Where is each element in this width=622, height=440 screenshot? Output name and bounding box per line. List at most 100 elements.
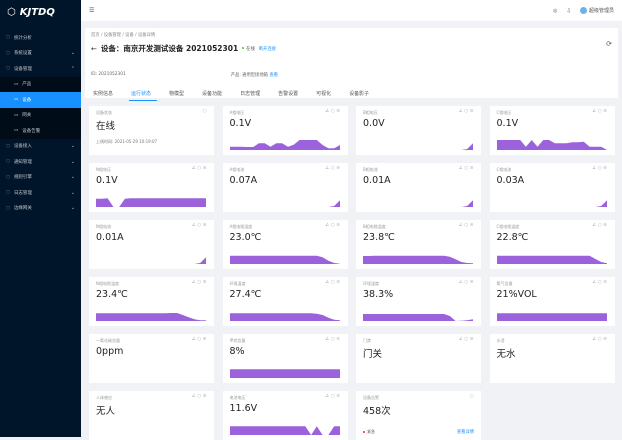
edit-icon[interactable]: ∠ [458,337,465,342]
list-icon[interactable]: ≡ [469,166,475,171]
user-menu[interactable]: 超级管理员 [579,7,614,14]
sidebar-subitem[interactable]: ▭ 网关 [14,112,32,119]
list-icon[interactable]: ≡ [202,280,208,285]
help-icon[interactable]: ◎ [553,7,558,14]
menu-fold-icon[interactable]: ☰ [89,7,95,14]
tab[interactable]: 告警设置 [278,91,299,97]
edit-icon[interactable]: ∠ [325,223,331,228]
chevron-icon: ⌄ [70,50,75,57]
tab[interactable]: 日志管理 [240,91,261,97]
list-icon[interactable]: ≡ [202,394,208,399]
sidebar-item[interactable]: ◌ 设备管理 ⌃ [6,65,75,72]
refresh-icon[interactable]: ○ [197,394,203,399]
breadcrumb-item[interactable]: 设备 [125,33,134,38]
list-icon[interactable]: ≡ [469,223,475,228]
list-icon[interactable]: ≡ [469,337,475,342]
list-icon[interactable]: ≡ [202,223,208,228]
edit-icon[interactable]: ∠ [458,223,465,228]
refresh-icon[interactable]: ○ [464,337,470,342]
refresh-icon[interactable]: ○ [330,394,337,399]
view-product-link[interactable]: 查看 [269,73,278,78]
bell-icon[interactable]: ♫ [566,7,571,14]
refresh-icon[interactable]: ○ [597,337,604,342]
list-icon[interactable]: ≡ [336,223,342,228]
edit-icon[interactable]: ∠ [458,109,465,114]
list-icon[interactable]: ≡ [336,166,342,171]
refresh-icon[interactable]: ○ [464,223,470,228]
list-icon[interactable]: ≡ [336,280,342,285]
list-icon[interactable]: ≡ [469,109,475,114]
edit-icon[interactable]: ∠ [592,166,598,171]
sidebar-subitem[interactable]: ▭ 产品 [14,81,32,88]
sidebar-item[interactable]: ◌ 通知管理 ⌄ [6,158,75,165]
sidebar-item[interactable]: ◌ 设备接入 ⌄ [6,143,75,150]
refresh-icon[interactable]: ○ [464,109,470,114]
bell-icon: ▭ [14,128,19,134]
refresh-icon[interactable]: ○ [464,280,470,285]
list-icon[interactable]: ≡ [603,166,609,171]
refresh-icon[interactable]: ○ [597,223,604,228]
edit-icon[interactable]: ∠ [191,166,198,171]
sidebar-item[interactable]: ◌ 规则引擎 ⌄ [6,174,75,181]
list-icon[interactable]: ≡ [603,223,609,228]
disconnect-link[interactable]: 断开连接 [258,46,276,52]
edit-icon[interactable]: ∠ [325,109,331,114]
tab[interactable]: 设备影子 [349,91,370,97]
list-icon[interactable]: ≡ [603,109,609,114]
tab[interactable]: 设备功能 [202,91,223,97]
list-icon[interactable]: ≡ [336,394,342,399]
list-icon[interactable]: ≡ [603,280,609,285]
sidebar-item[interactable]: ◌ 统计分析 [6,35,32,41]
list-icon[interactable]: ≡ [336,337,342,342]
edit-icon[interactable]: ∠ [325,394,331,399]
refresh-icon[interactable]: ○ [202,109,208,114]
edit-icon[interactable]: ∠ [592,109,598,114]
view-details-link[interactable]: 查看详情 [456,430,474,435]
tab[interactable]: 实例信息 [93,91,114,97]
edit-icon[interactable]: ∠ [458,280,465,285]
edit-icon[interactable]: ∠ [592,280,598,285]
edit-icon[interactable]: ∠ [191,280,198,285]
edit-icon[interactable]: ∠ [458,166,465,171]
refresh-icon[interactable]: ○ [197,280,203,285]
edit-icon[interactable]: ∠ [592,223,598,228]
refresh-icon[interactable]: ⟳ [606,40,612,48]
edit-icon[interactable]: ∠ [325,280,331,285]
refresh-icon[interactable]: ○ [597,109,604,114]
sidebar-item[interactable]: ◌ 系统设置 ⌄ [6,50,75,57]
sidebar-item[interactable]: ◌ 日志管理 ⌄ [6,189,75,196]
edit-icon[interactable]: ∠ [191,337,198,342]
breadcrumb-item[interactable]: 设备详情 [137,33,156,38]
edit-icon[interactable]: ∠ [191,394,198,399]
list-icon[interactable]: ≡ [202,337,208,342]
tab[interactable]: 可视化 [316,91,332,97]
refresh-icon[interactable]: ○ [597,166,604,171]
sidebar-subitem[interactable]: ▭ 设备 [0,92,81,108]
edit-icon[interactable]: ∠ [592,337,598,342]
back-icon[interactable]: ← [91,44,97,53]
edit-icon[interactable]: ∠ [191,223,198,228]
refresh-icon[interactable]: ○ [330,223,337,228]
refresh-icon[interactable]: ○ [197,337,203,342]
refresh-icon[interactable]: ○ [197,166,203,171]
refresh-icon[interactable]: ○ [330,337,337,342]
list-icon[interactable]: ≡ [603,337,609,342]
sidebar-subitem[interactable]: ▭ 设备告警 [14,128,41,134]
refresh-icon[interactable]: ○ [330,109,337,114]
refresh-icon[interactable]: ○ [197,223,203,228]
refresh-icon[interactable]: ○ [464,166,470,171]
refresh-icon[interactable]: ○ [330,280,337,285]
list-icon[interactable]: ≡ [336,109,342,114]
edit-icon[interactable]: ∠ [325,166,331,171]
list-icon[interactable]: ≡ [202,166,208,171]
sidebar-item[interactable]: ◌ 边缘网关 ⌄ [6,205,75,212]
refresh-icon[interactable]: ○ [597,280,604,285]
tab[interactable]: 运行状态 [129,90,158,101]
tab[interactable]: 物模型 [169,91,185,97]
list-icon[interactable]: ≡ [469,280,475,285]
breadcrumb-item[interactable]: 设备管理 [103,33,121,38]
breadcrumb-item[interactable]: 首页 [91,33,100,38]
refresh-icon[interactable]: ○ [330,166,337,171]
edit-icon[interactable]: ∠ [325,337,331,342]
refresh-icon[interactable]: ○ [469,394,475,399]
